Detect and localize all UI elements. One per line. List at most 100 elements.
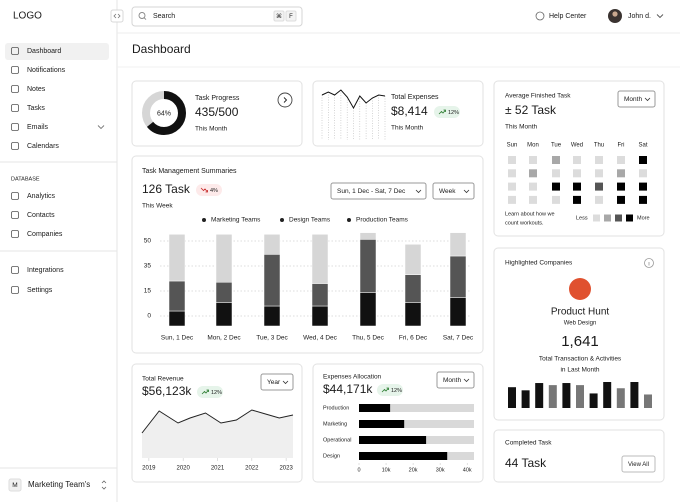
revenue-line <box>141 409 294 434</box>
expand-chevron[interactable] <box>97 125 105 130</box>
heat-cell <box>529 182 537 191</box>
dropdown-chevron <box>415 189 422 194</box>
bar-track <box>359 404 474 412</box>
company-category: Web Design <box>564 321 597 327</box>
category-label: Production <box>323 405 349 411</box>
x-tick-label: Thu, 5 Dec <box>352 335 385 342</box>
change-badge <box>197 386 223 398</box>
dropdown[interactable] <box>436 371 475 389</box>
note: Learn about how we <box>505 211 555 217</box>
bar-segment <box>215 302 233 327</box>
bar-segment <box>263 234 281 255</box>
donut-label: 64% <box>157 110 171 117</box>
day-label: Wed <box>571 143 583 149</box>
heat-cell <box>529 169 537 178</box>
trend-arrow <box>438 109 446 115</box>
dropdown-label: Sun, 1 Dec - Sat, 7 Dec <box>337 188 406 195</box>
help-icon[interactable] <box>535 11 545 21</box>
open-button[interactable] <box>277 92 293 108</box>
help-link[interactable]: Help Center <box>549 13 587 20</box>
legend-swatch <box>615 214 622 222</box>
nav-icon <box>11 142 19 150</box>
search-placeholder: Search <box>153 13 175 20</box>
bar <box>359 404 391 412</box>
card-value: 44 Task <box>505 456 547 470</box>
dropdown-chevron <box>463 189 470 194</box>
activity-bar <box>562 383 571 408</box>
dropdown[interactable] <box>432 182 475 200</box>
nav-item[interactable]: Contacts <box>27 212 55 219</box>
search-box[interactable] <box>131 6 303 27</box>
trend-arrow <box>201 389 209 395</box>
heat-cell <box>639 169 647 178</box>
dropdown[interactable] <box>330 182 427 200</box>
change-value: 12% <box>448 110 459 116</box>
nav-item[interactable]: Dashboard <box>27 48 61 55</box>
bar-track <box>359 420 474 428</box>
x-tick-label: Mon, 2 Dec <box>207 335 241 342</box>
area <box>142 410 293 458</box>
card-value: $56,123k <box>142 384 192 398</box>
nav-item[interactable]: Integrations <box>27 267 64 274</box>
bar-segment <box>311 234 329 284</box>
dropdown[interactable] <box>617 90 656 108</box>
company-value: 1,641 <box>561 333 599 350</box>
change-badge <box>377 384 403 396</box>
dropdown-chevron <box>282 380 289 385</box>
key <box>273 10 285 22</box>
nav-item[interactable]: Settings <box>27 287 53 294</box>
info-icon[interactable] <box>644 258 654 268</box>
bar <box>359 452 448 460</box>
heat-cell <box>573 156 581 164</box>
legend-label: Production Teams <box>356 217 409 224</box>
activity-bar <box>548 385 557 408</box>
card-title: Total Revenue <box>142 376 184 383</box>
team-initial: M <box>12 482 17 489</box>
card-title: Expenses Allocation <box>323 374 382 381</box>
user-chevron[interactable] <box>656 14 664 19</box>
nav-item[interactable]: Companies <box>27 231 63 238</box>
team-name[interactable]: Marketing Team's <box>28 480 90 489</box>
bar-segment <box>168 280 186 312</box>
page-title: Dashboard <box>132 42 191 56</box>
heat-cell <box>508 182 516 191</box>
heat-cell <box>617 195 625 204</box>
nav-item[interactable]: Notes <box>27 86 46 93</box>
nav-icon <box>11 266 19 274</box>
category-label: Marketing <box>323 421 347 427</box>
collapse-button[interactable] <box>110 9 124 23</box>
nav-item[interactable]: Tasks <box>27 105 45 112</box>
activity-bar <box>603 382 612 408</box>
nav-item[interactable]: Notifications <box>27 67 66 74</box>
nav-item[interactable]: Analytics <box>27 193 56 200</box>
team-chevron[interactable] <box>101 480 107 490</box>
activity-bar <box>589 393 598 408</box>
user-name[interactable]: John d. <box>628 13 651 20</box>
x-tick-label: 2019 <box>142 466 156 472</box>
dropdown-label: Week <box>439 188 456 195</box>
activity-bar <box>630 382 639 408</box>
dropdown[interactable] <box>260 373 294 391</box>
company-name: Product Hunt <box>551 307 610 318</box>
x-tick-label: 20k <box>409 467 418 473</box>
nav-icon <box>11 230 19 238</box>
legend-label: Marketing Teams <box>211 217 261 224</box>
day-label: Tue <box>551 143 562 149</box>
heat-cell <box>639 156 647 164</box>
note: count workouts. <box>505 220 544 226</box>
key-label: F <box>289 14 293 20</box>
heat-cell <box>617 182 625 191</box>
nav-icon <box>11 286 19 294</box>
dropdown-chevron <box>644 97 651 102</box>
view-all-button[interactable] <box>621 455 656 473</box>
bar-segment <box>263 305 281 327</box>
bar-segment <box>449 297 467 327</box>
card-value: 126 Task <box>142 182 191 196</box>
bar-segment <box>449 255 467 298</box>
trend-line <box>321 89 386 110</box>
nav-icon <box>11 85 19 93</box>
nav-item[interactable]: Calendars <box>27 143 59 150</box>
card-title: Task Progress <box>195 95 240 102</box>
nav-item[interactable]: Emails <box>27 124 49 131</box>
card-period: This Week <box>142 203 173 210</box>
